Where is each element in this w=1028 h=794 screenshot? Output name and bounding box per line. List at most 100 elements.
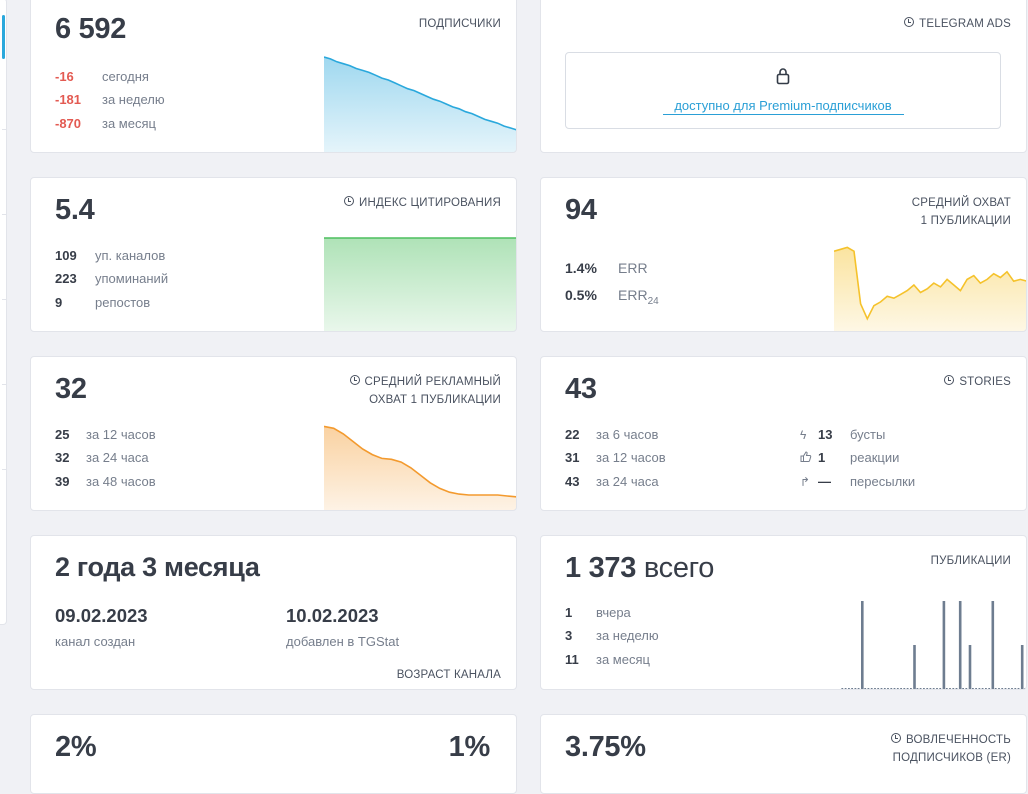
citation-index-tag: ИНДЕКС ЦИТИРОВАНИЯ: [344, 194, 501, 212]
subscribers-tag: ПОДПИСЧИКИ: [418, 18, 501, 30]
boosts-row: ϟ 13 бусты: [800, 427, 886, 442]
thumbs-up-icon: [800, 451, 814, 465]
bar: [975, 688, 977, 689]
bar: [991, 601, 995, 689]
telegram-ads-tag: TELEGRAM ADS: [904, 15, 1011, 33]
stat-row: -181 за неделю: [55, 92, 165, 107]
clock-icon: [944, 375, 955, 385]
stat-row: -870 за месяц: [55, 116, 156, 131]
bar: [864, 688, 867, 689]
bar: [1007, 688, 1010, 689]
created-date: 09.02.2023: [55, 605, 148, 626]
stat-row: 223 упоминаний: [55, 271, 169, 286]
lock-icon: [776, 68, 790, 85]
bar: [919, 688, 922, 689]
avg-reach-card[interactable]: 94 СРЕДНИЙ ОХВАТ 1 ПУБЛИКАЦИИ 1.4% ERR 0.5…: [540, 177, 1027, 332]
sidebar-edge: [0, 0, 7, 625]
subscribers-card[interactable]: 6 592 ПОДПИСЧИКИ -16 сегодня -181 за недел…: [30, 0, 517, 153]
bar: [981, 688, 984, 689]
bar: [913, 645, 916, 689]
bar: [958, 601, 962, 689]
created-label: канал создан: [55, 634, 136, 649]
bar: [887, 688, 889, 689]
bar: [1004, 688, 1007, 689]
bar: [890, 688, 893, 689]
stat-row: 11 за месяц: [565, 652, 650, 667]
posts-bar-chart: [841, 601, 1026, 689]
bar: [929, 688, 932, 689]
stat-row: 109 уп. каналов: [55, 248, 166, 263]
premium-link[interactable]: доступно для Premium-подписчиков: [662, 98, 904, 115]
chart-area: [834, 247, 1026, 331]
bar: [1024, 688, 1026, 689]
engagement-card[interactable]: 3.75% ВОВЛЕЧЕННОСТЬ ПОДПИСЧИКОВ (ER): [540, 714, 1027, 794]
stat-row: 32 за 24 часа: [55, 450, 149, 465]
bar: [965, 688, 968, 689]
bar: [978, 688, 981, 689]
forward-arrow-icon: ↱: [800, 475, 811, 489]
sidebar-divider: [2, 129, 6, 130]
sidebar-divider: [2, 299, 6, 300]
bar: [841, 688, 844, 689]
chart-area: [324, 57, 516, 152]
stat-row: 25 за 12 часов: [55, 427, 156, 442]
bar: [939, 688, 942, 689]
posts-value: 1 373 всего: [565, 552, 715, 584]
telegram-ads-card: TELEGRAM ADS доступно для Premium-подпис…: [540, 0, 1027, 153]
percent-right-value: 1%: [448, 731, 491, 763]
stat-row: 43 за 24 часа: [565, 474, 659, 489]
ad-reach-card[interactable]: 32 СРЕДНИЙ РЕКЛАМНЫЙ ОХВАТ 1 ПУБЛИКАЦИИ 2…: [30, 356, 517, 511]
bar: [844, 688, 847, 689]
bar: [1011, 688, 1013, 689]
premium-lock-box: доступно для Premium-подписчиков: [565, 52, 1001, 129]
chart-area: [324, 426, 516, 510]
bar: [896, 688, 899, 689]
stat-row: 3 за неделю: [565, 628, 659, 643]
citation-index-value: 5.4: [55, 194, 95, 226]
ad-reach-tag: СРЕДНИЙ РЕКЛАМНЫЙ ОХВАТ 1 ПУБЛИКАЦИИ: [349, 373, 501, 409]
lightning-icon: ϟ: [800, 428, 807, 442]
bar: [926, 688, 929, 689]
bar: [985, 688, 987, 689]
clock-icon: [349, 375, 360, 385]
bar: [857, 688, 860, 689]
engagement-tag: ВОВЛЕЧЕННОСТЬ ПОДПИСЧИКОВ (ER): [891, 733, 1011, 764]
bar: [988, 688, 991, 689]
bar: [1001, 688, 1004, 689]
bar: [861, 601, 864, 689]
bar: [968, 645, 972, 689]
bar: [883, 688, 886, 689]
percent-card[interactable]: 2% 1%: [30, 714, 517, 794]
bar: [916, 688, 919, 689]
engagement-value: 3.75%: [565, 731, 646, 763]
bar: [949, 688, 951, 689]
sidebar-active-indicator: [2, 15, 5, 59]
chart-area: [324, 238, 516, 331]
err-row: 1.4% ERR: [565, 260, 648, 276]
stories-card[interactable]: 43 STORIES 22 за 6 часов 31 за 12 часов 43…: [540, 356, 1027, 511]
subscribers-area-chart: [324, 56, 516, 152]
bar: [910, 688, 912, 689]
err24-row: 0.5% ERR24: [565, 287, 659, 307]
citation-index-card[interactable]: 5.4 ИНДЕКС ЦИТИРОВАНИЯ 109 уп. каналов 22…: [30, 177, 517, 332]
forwards-row: ↱ — пересылки: [800, 474, 916, 489]
posts-card[interactable]: 1 373 всего ПУБЛИКАЦИИ 1 вчера 3 за неделю…: [540, 535, 1027, 690]
bar: [998, 688, 1000, 689]
posts-tag: ПУБЛИКАЦИИ: [930, 555, 1011, 567]
bar: [923, 688, 925, 689]
ad-reach-value: 32: [55, 373, 87, 405]
bar: [848, 688, 850, 689]
stat-row: 39 за 48 часов: [55, 474, 156, 489]
bar: [1014, 688, 1017, 689]
channel-age-card[interactable]: 2 года 3 месяца 09.02.2023 канал создан …: [30, 535, 517, 690]
avg-reach-value: 94: [565, 194, 597, 226]
bar: [870, 688, 873, 689]
bar: [942, 601, 946, 689]
stat-row: 31 за 12 часов: [565, 450, 666, 465]
bar: [877, 688, 880, 689]
clock-icon: [891, 733, 902, 743]
percent-left-value: 2%: [55, 731, 97, 763]
channel-age-value: 2 года 3 месяца: [55, 552, 260, 582]
clock-icon: [904, 17, 915, 27]
bar: [994, 688, 997, 689]
